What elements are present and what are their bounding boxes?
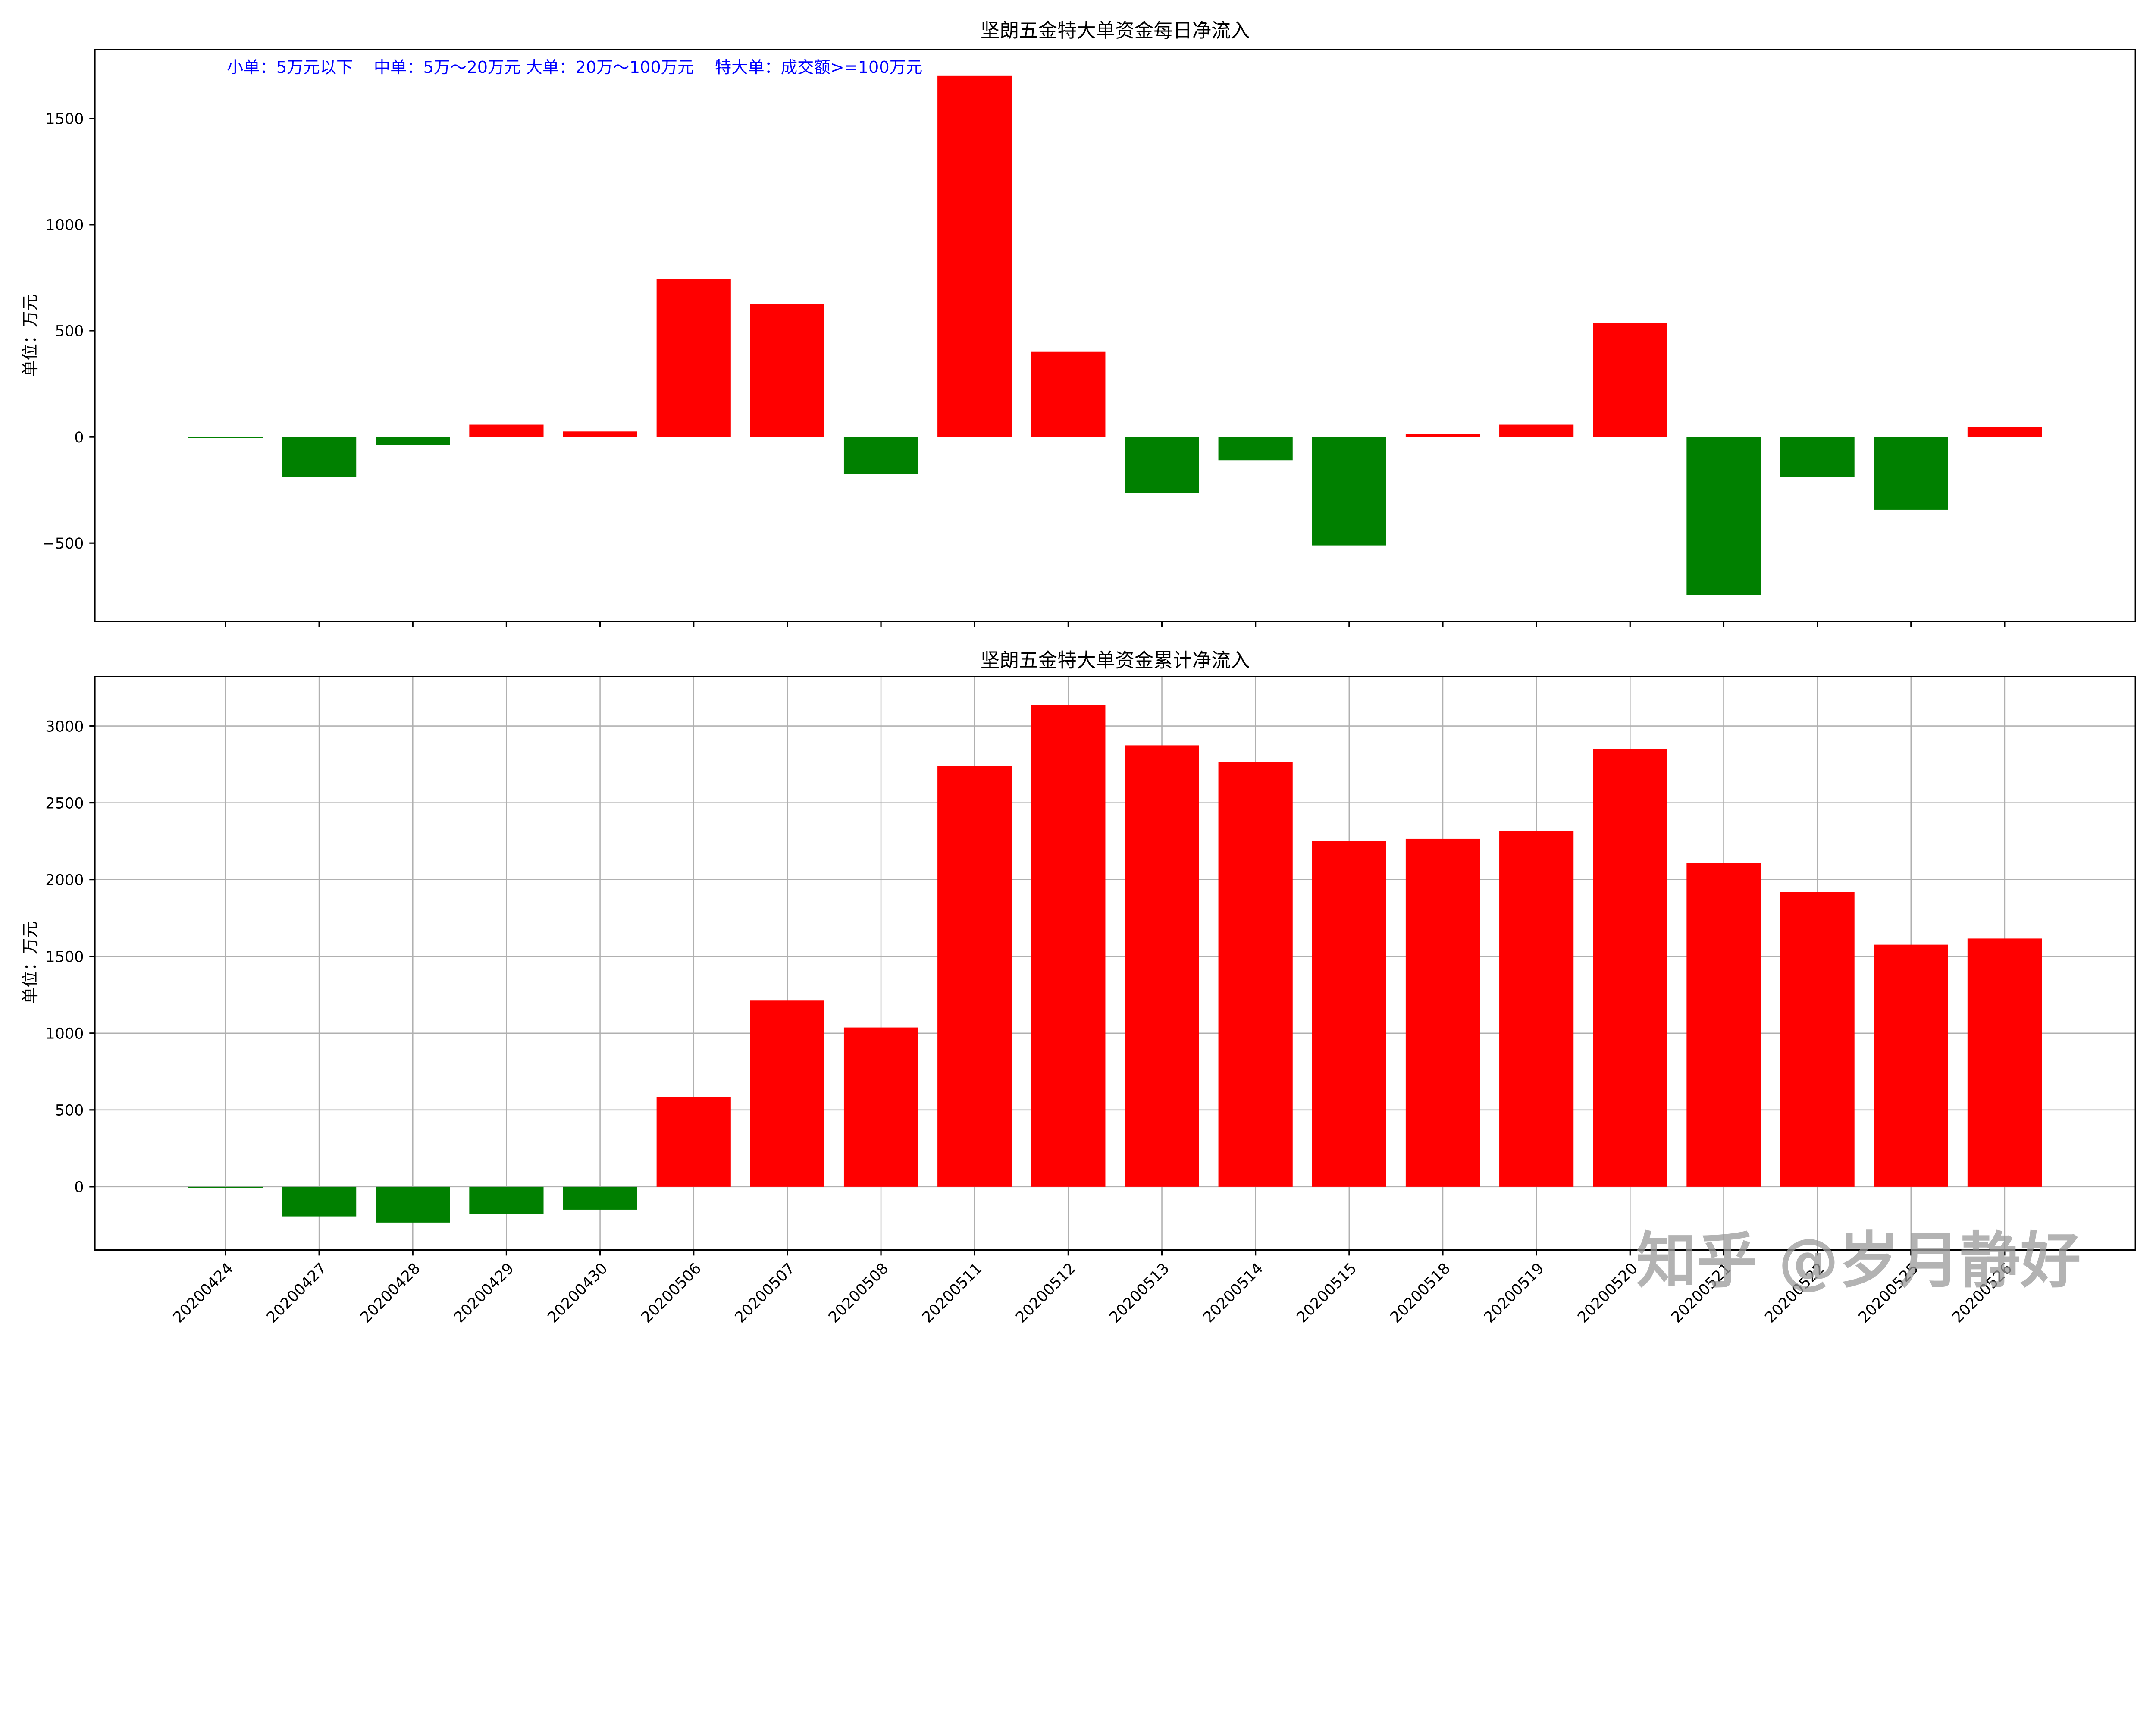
x-tick-label: 20200518 [1387, 1260, 1454, 1327]
bar-20200427 [282, 437, 357, 477]
chart-canvas: 坚朗五金特大单资金每日净流入 小单：5万元以下 中单：5万～20万元 大单：20… [21, 19, 2136, 1327]
x-tick-label: 20200515 [1293, 1260, 1360, 1327]
y-tick-label: 0 [74, 429, 84, 446]
y-tick-label: 500 [55, 1102, 84, 1120]
bar-20200518 [1405, 838, 1480, 1187]
bar-20200520 [1593, 749, 1667, 1187]
bar-20200522 [1780, 437, 1855, 477]
bar-20200525 [1874, 437, 1948, 510]
bar-20200513 [1125, 745, 1199, 1187]
order-size-legend: 小单：5万元以下 中单：5万～20万元 大单：20万～100万元 特大单：成交额… [227, 58, 922, 77]
bar-20200427 [282, 1186, 357, 1217]
x-tick-label: 20200511 [919, 1260, 986, 1327]
bar-20200514 [1218, 437, 1293, 461]
bar-20200514 [1218, 762, 1293, 1187]
x-tick-label: 20200506 [638, 1260, 705, 1327]
x-tick-label: 20200428 [357, 1260, 424, 1327]
bar-20200506 [656, 1097, 731, 1187]
bar-20200515 [1312, 841, 1386, 1187]
y-tick-label: −500 [42, 535, 84, 552]
bar-20200513 [1125, 437, 1199, 493]
x-tick-label: 20200424 [169, 1260, 236, 1327]
x-tick-label: 20200430 [544, 1260, 611, 1327]
bar-20200525 [1874, 944, 1948, 1187]
bar-20200518 [1405, 434, 1480, 437]
bar-20200430 [563, 1186, 637, 1210]
bar-20200519 [1499, 831, 1574, 1187]
bar-20200429 [469, 1186, 544, 1214]
bar-20200428 [376, 437, 450, 445]
x-tick-label: 20200514 [1200, 1260, 1266, 1327]
bar-20200430 [563, 431, 637, 437]
top-y-axis-label: 单位：万元 [21, 294, 40, 376]
x-tick-label: 20200427 [263, 1260, 330, 1327]
y-tick-label: 1500 [45, 110, 84, 128]
bar-20200428 [376, 1186, 450, 1223]
x-tick-label: 20200513 [1106, 1260, 1173, 1327]
bar-20200526 [1967, 427, 2042, 437]
watermark: 知乎 @岁月静好 [1636, 1226, 2081, 1296]
y-tick-label: 3000 [45, 718, 84, 735]
y-tick-label: 2000 [45, 871, 84, 889]
bar-20200429 [469, 424, 544, 437]
top-chart-title: 坚朗五金特大单资金每日净流入 [981, 19, 1250, 42]
y-tick-label: 1000 [45, 216, 84, 234]
bar-20200521 [1686, 863, 1761, 1187]
y-tick-label: 500 [55, 323, 84, 340]
axes-frame [94, 49, 2136, 622]
bottom-y-axis-label: 单位：万元 [21, 922, 40, 1004]
x-tick-label: 20200519 [1480, 1260, 1547, 1327]
y-tick-label: 1500 [45, 948, 84, 966]
axes-frame [94, 676, 2136, 1251]
bar-20200508 [843, 1027, 918, 1187]
bottom-chart-title: 坚朗五金特大单资金累计净流入 [981, 649, 1250, 672]
x-tick-label: 20200512 [1012, 1260, 1079, 1327]
x-tick-label: 20200520 [1574, 1260, 1641, 1327]
bar-20200512 [1031, 705, 1106, 1187]
bar-20200511 [937, 75, 1012, 437]
bar-20200515 [1312, 437, 1386, 546]
x-tick-label: 20200507 [731, 1260, 798, 1327]
bar-20200424 [188, 1186, 263, 1188]
bar-20200520 [1593, 323, 1667, 437]
x-tick-label: 20200429 [451, 1260, 517, 1327]
bar-20200526 [1967, 938, 2042, 1187]
bar-20200521 [1686, 437, 1761, 595]
bar-20200424 [188, 437, 263, 438]
bar-20200506 [656, 279, 731, 437]
plot-area: −500 0 500 1000 1500 0 500 1000 1500 2000 2500 3000… [42, 49, 2136, 1327]
bar-20200522 [1780, 892, 1855, 1187]
bar-20200507 [750, 1000, 824, 1187]
bar-20200519 [1499, 424, 1574, 437]
bar-20200512 [1031, 351, 1106, 437]
y-tick-label: 2500 [45, 794, 84, 812]
x-tick-label: 20200508 [825, 1260, 892, 1327]
bar-20200508 [843, 437, 918, 474]
bar-20200507 [750, 304, 824, 437]
y-tick-label: 1000 [45, 1025, 84, 1043]
y-tick-label: 0 [74, 1179, 84, 1196]
bar-20200511 [937, 766, 1012, 1187]
